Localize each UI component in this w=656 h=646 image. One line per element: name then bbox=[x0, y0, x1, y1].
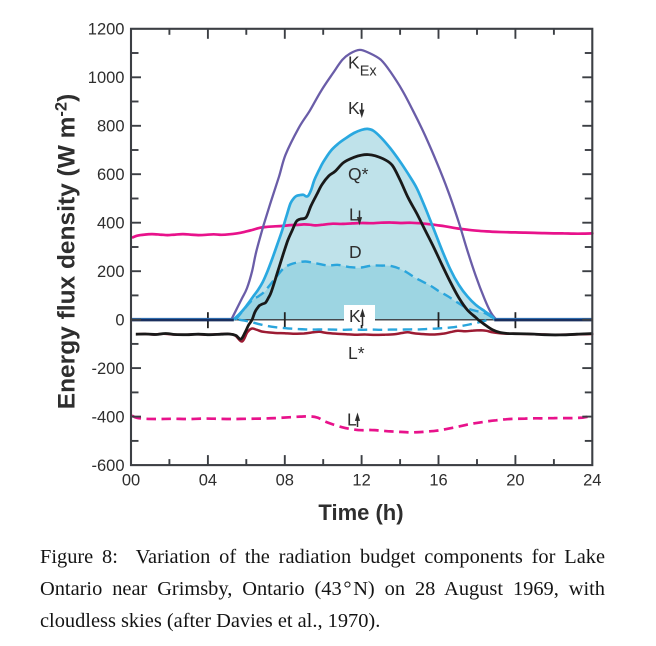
svg-text:-400: -400 bbox=[91, 408, 124, 426]
svg-text:00: 00 bbox=[122, 472, 140, 490]
svg-text:L*: L* bbox=[348, 343, 365, 363]
svg-text:L: L bbox=[347, 410, 357, 430]
svg-text:-600: -600 bbox=[91, 457, 124, 475]
svg-text:04: 04 bbox=[199, 472, 217, 490]
svg-text:-200: -200 bbox=[91, 360, 124, 378]
svg-text:1200: 1200 bbox=[88, 21, 125, 39]
svg-text:16: 16 bbox=[429, 472, 447, 490]
svg-text:12: 12 bbox=[352, 472, 370, 490]
svg-text:600: 600 bbox=[97, 166, 125, 184]
svg-text:800: 800 bbox=[97, 118, 125, 136]
svg-text:Q*: Q* bbox=[348, 164, 369, 184]
svg-text:08: 08 bbox=[276, 472, 294, 490]
svg-text:Time (h): Time (h) bbox=[318, 500, 403, 525]
svg-text:400: 400 bbox=[97, 215, 125, 233]
svg-text:K: K bbox=[348, 98, 360, 118]
svg-text:200: 200 bbox=[97, 263, 125, 281]
svg-text:Energy flux density (W m-2): Energy flux density (W m-2) bbox=[53, 94, 81, 410]
svg-text:L: L bbox=[349, 205, 359, 225]
svg-text:0: 0 bbox=[115, 312, 124, 330]
svg-text:1000: 1000 bbox=[88, 69, 125, 87]
svg-text:D: D bbox=[349, 242, 362, 262]
svg-text:24: 24 bbox=[583, 472, 601, 490]
svg-text:K: K bbox=[349, 306, 361, 326]
svg-text:20: 20 bbox=[506, 472, 524, 490]
